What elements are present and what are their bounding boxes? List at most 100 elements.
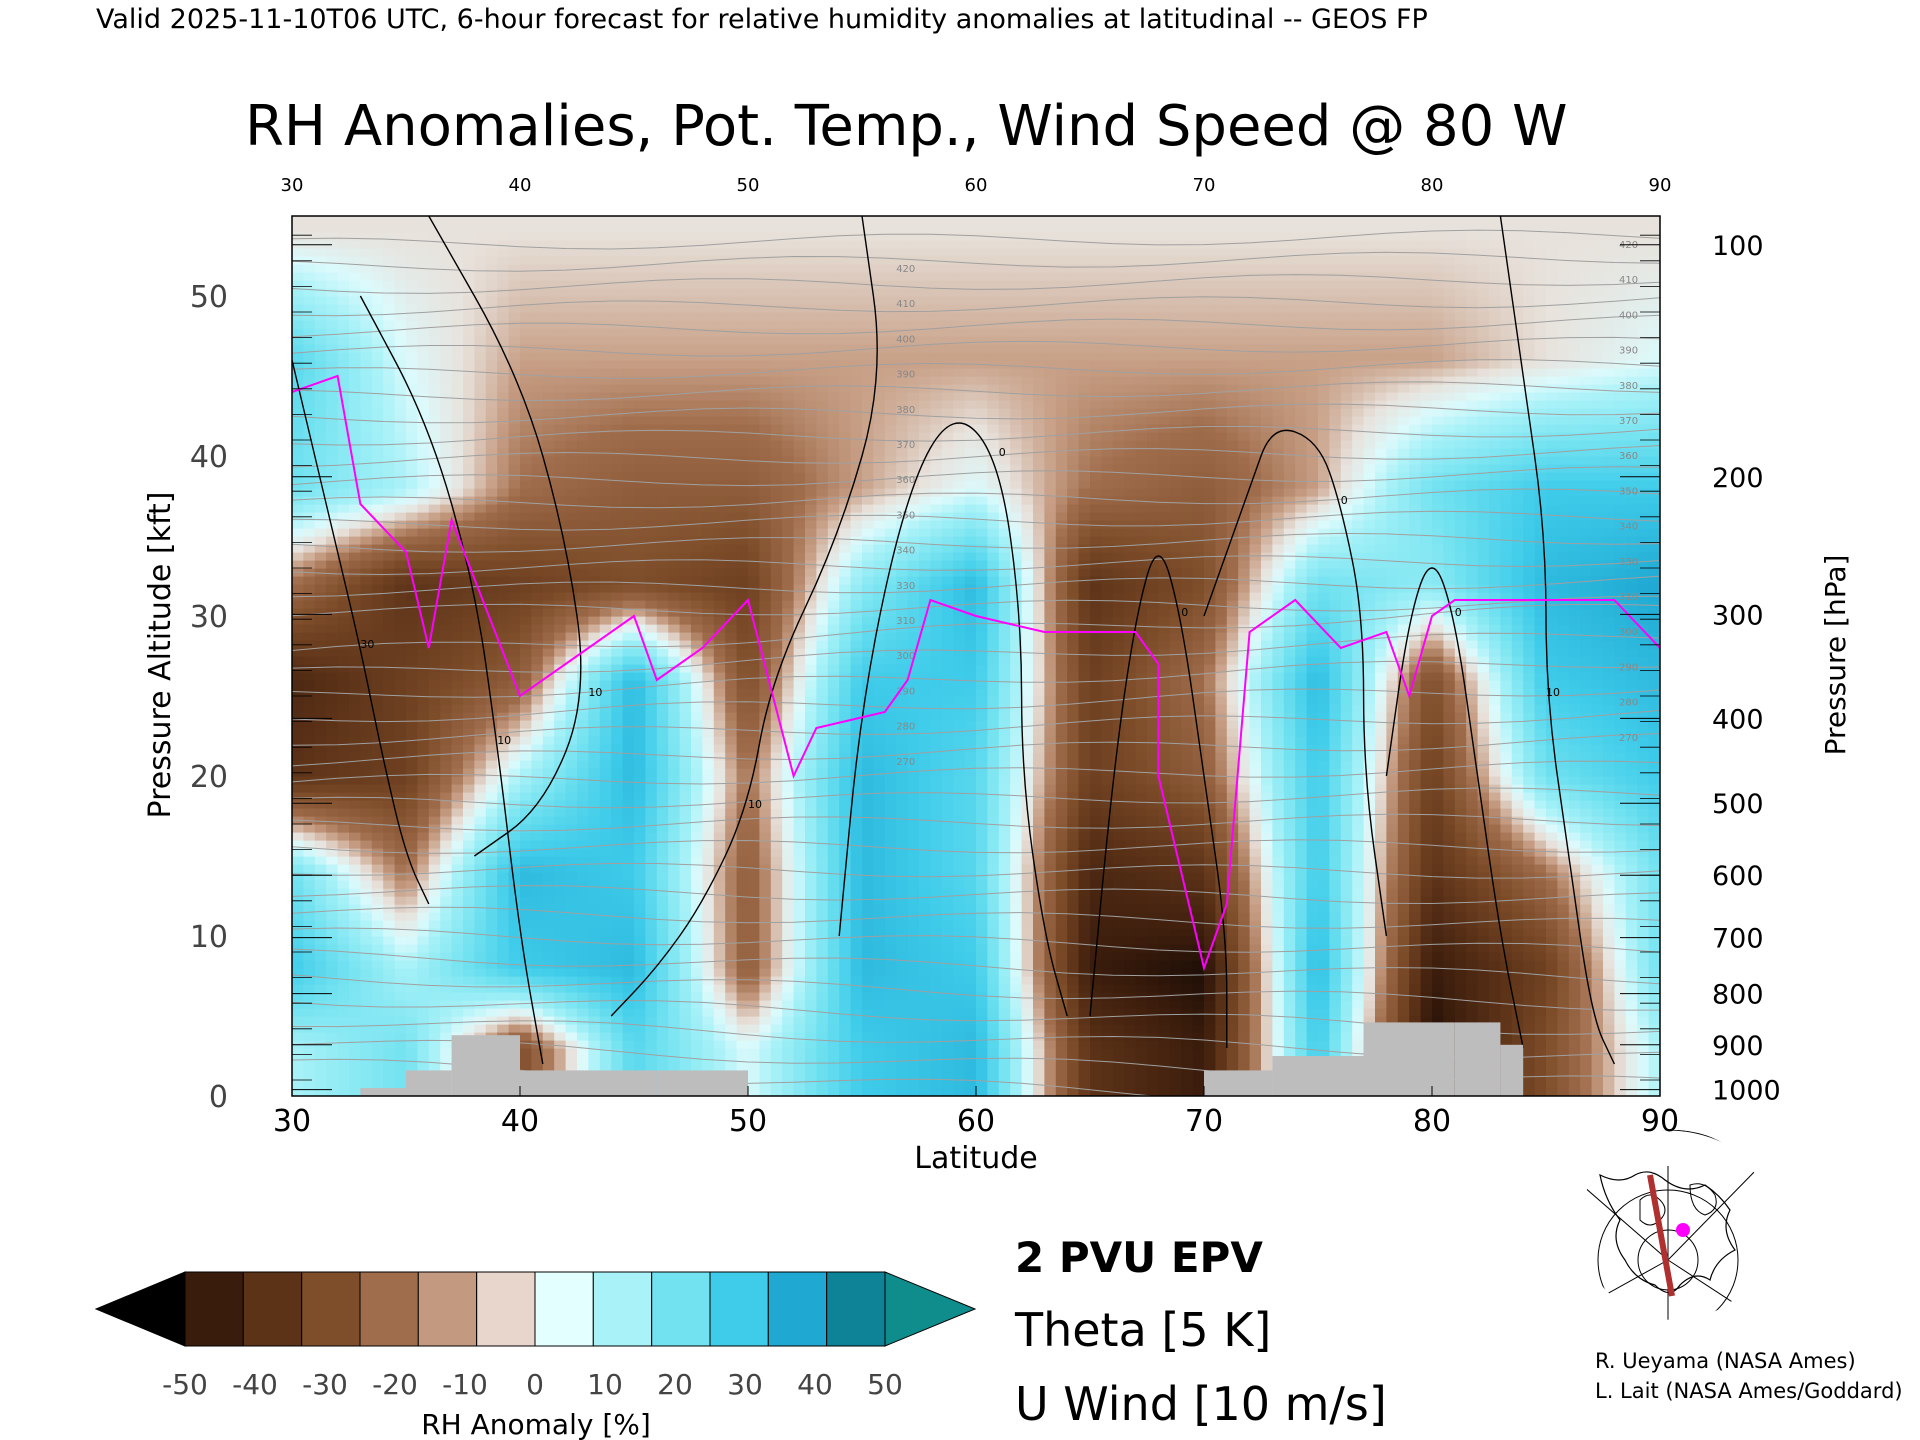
rh-anomaly-cell	[679, 672, 692, 681]
rh-anomaly-cell	[679, 960, 692, 969]
rh-anomaly-cell	[793, 376, 806, 385]
rh-anomaly-cell	[634, 416, 646, 425]
rh-anomaly-cell	[463, 896, 475, 905]
rh-anomaly-cell	[611, 896, 624, 905]
rh-anomaly-cell	[565, 224, 578, 233]
rh-anomaly-cell	[406, 696, 418, 705]
rh-anomaly-cell	[349, 312, 361, 321]
rh-anomaly-cell	[668, 920, 681, 929]
rh-anomaly-cell	[656, 1008, 669, 1017]
rh-anomaly-cell	[691, 1024, 703, 1033]
rh-anomaly-cell	[736, 336, 749, 345]
rh-anomaly-cell	[303, 376, 316, 385]
rh-anomaly-cell	[474, 816, 487, 825]
rh-anomaly-cell	[497, 784, 510, 793]
rh-anomaly-cell	[326, 1024, 339, 1033]
rh-anomaly-cell	[440, 600, 453, 609]
rh-anomaly-cell	[314, 800, 327, 809]
rh-anomaly-cell	[759, 320, 772, 329]
rh-anomaly-cell	[440, 376, 453, 385]
rh-anomaly-cell	[622, 944, 635, 953]
rh-anomaly-cell	[805, 976, 817, 985]
rh-anomaly-cell	[725, 536, 738, 545]
rh-anomaly-cell	[622, 960, 635, 969]
rh-anomaly-cell	[554, 704, 567, 713]
rh-anomaly-cell	[303, 288, 316, 297]
rh-anomaly-cell	[497, 440, 510, 449]
rh-anomaly-cell	[337, 1032, 350, 1041]
rh-anomaly-cell	[793, 464, 806, 473]
rh-anomaly-cell	[679, 760, 692, 769]
rh-anomaly-cell	[463, 688, 475, 697]
rh-anomaly-cell	[759, 680, 772, 689]
rh-anomaly-cell	[599, 720, 612, 729]
rh-anomaly-cell	[588, 976, 601, 985]
rh-anomaly-cell	[725, 464, 738, 473]
rh-anomaly-cell	[565, 816, 578, 825]
rh-anomaly-cell	[759, 216, 772, 225]
rh-anomaly-cell	[565, 488, 578, 497]
rh-anomaly-cell	[793, 1016, 806, 1025]
rh-anomaly-cell	[542, 768, 555, 777]
rh-anomaly-cell	[770, 696, 783, 705]
rh-anomaly-cell	[679, 728, 692, 737]
rh-anomaly-cell	[463, 432, 475, 441]
rh-anomaly-cell	[554, 504, 567, 513]
rh-anomaly-cell	[645, 456, 658, 465]
rh-anomaly-cell	[599, 904, 612, 913]
rh-anomaly-cell	[656, 808, 669, 817]
rh-anomaly-cell	[611, 552, 624, 561]
rh-anomaly-cell	[611, 1056, 624, 1065]
rh-anomaly-cell	[713, 544, 726, 553]
rh-anomaly-cell	[770, 744, 783, 753]
rh-anomaly-cell	[634, 920, 646, 929]
rh-anomaly-cell	[326, 464, 339, 473]
rh-anomaly-cell	[474, 968, 487, 977]
rh-anomaly-cell	[759, 344, 772, 353]
rh-anomaly-cell	[634, 664, 646, 673]
rh-anomaly-cell	[440, 1032, 453, 1041]
rh-anomaly-cell	[702, 720, 715, 729]
rh-anomaly-cell	[805, 760, 817, 769]
rh-anomaly-cell	[793, 848, 806, 857]
rh-anomaly-cell	[736, 232, 749, 241]
rh-anomaly-cell	[782, 800, 795, 809]
rh-anomaly-cell	[371, 792, 384, 801]
rh-anomaly-cell	[713, 736, 726, 745]
rh-anomaly-cell	[406, 424, 418, 433]
rh-anomaly-cell	[770, 664, 783, 673]
rh-anomaly-cell	[520, 816, 532, 825]
rh-anomaly-cell	[656, 352, 669, 361]
rh-anomaly-cell	[565, 968, 578, 977]
rh-anomaly-cell	[748, 456, 760, 465]
rh-anomaly-cell	[611, 456, 624, 465]
rh-anomaly-cell	[360, 216, 373, 225]
rh-anomaly-cell	[292, 456, 304, 465]
rh-anomaly-cell	[451, 792, 464, 801]
rh-anomaly-cell	[588, 992, 601, 1001]
rh-anomaly-cell	[782, 512, 795, 521]
rh-anomaly-cell	[474, 704, 487, 713]
rh-anomaly-cell	[805, 960, 817, 969]
rh-anomaly-cell	[782, 872, 795, 881]
rh-anomaly-cell	[394, 1024, 407, 1033]
rh-anomaly-cell	[736, 856, 749, 865]
rh-anomaly-cell	[406, 800, 418, 809]
rh-anomaly-cell	[440, 920, 453, 929]
rh-anomaly-cell	[531, 336, 544, 345]
rh-anomaly-cell	[702, 792, 715, 801]
rh-anomaly-cell	[668, 224, 681, 233]
rh-anomaly-cell	[668, 640, 681, 649]
rh-anomaly-cell	[691, 640, 703, 649]
rh-anomaly-cell	[725, 624, 738, 633]
rh-anomaly-cell	[793, 920, 806, 929]
rh-anomaly-cell	[759, 968, 772, 977]
rh-anomaly-cell	[554, 928, 567, 937]
rh-anomaly-cell	[531, 752, 544, 761]
rh-anomaly-cell	[759, 896, 772, 905]
rh-anomaly-cell	[599, 336, 612, 345]
rh-anomaly-cell	[599, 736, 612, 745]
rh-anomaly-cell	[622, 752, 635, 761]
rh-anomaly-cell	[656, 640, 669, 649]
rh-anomaly-cell	[702, 440, 715, 449]
